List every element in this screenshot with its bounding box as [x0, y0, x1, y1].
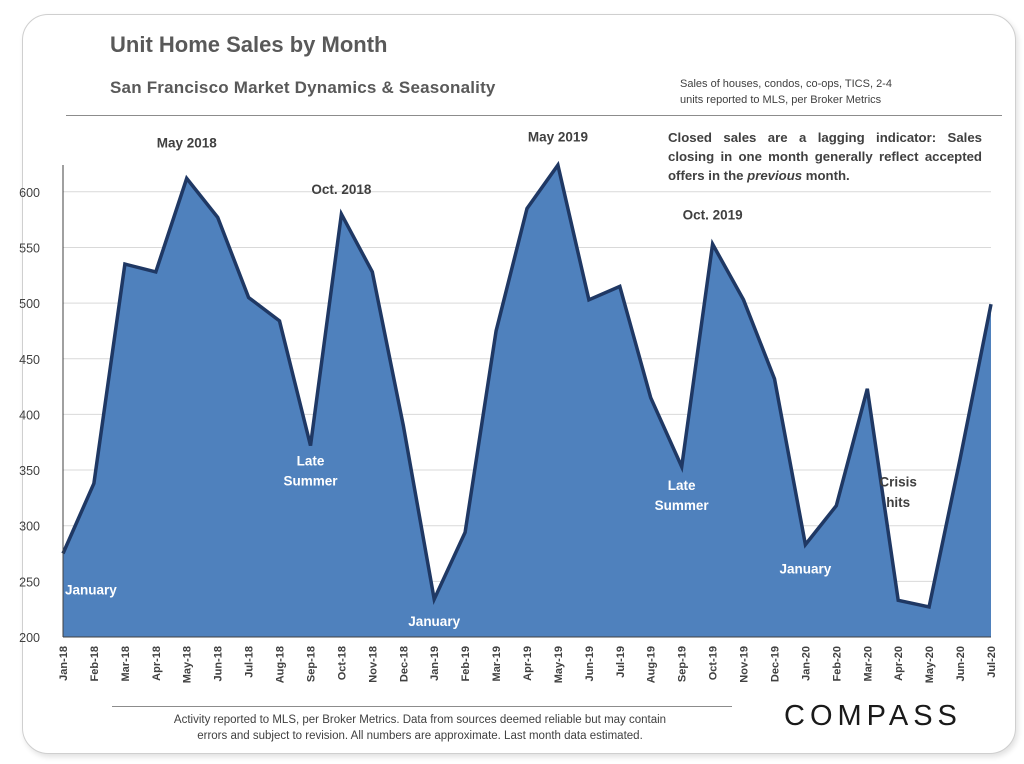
- y-tick-label-200: 200: [19, 631, 40, 645]
- x-tick-label-Sep-19: Sep-19: [677, 646, 689, 682]
- annotation-4: Summer: [283, 474, 338, 489]
- footer-divider: [112, 706, 732, 707]
- x-tick-label-Jan-18: Jan-18: [58, 646, 70, 681]
- x-tick-label-Jun-20: Jun-20: [955, 646, 967, 681]
- annotation-0: January: [65, 583, 117, 598]
- x-tick-label-Jan-20: Jan-20: [800, 646, 812, 681]
- annotation-5: January: [408, 614, 460, 629]
- x-tick-label-Jul-18: Jul-18: [244, 646, 256, 678]
- x-tick-label-Jun-19: Jun-19: [584, 646, 596, 681]
- chart-title: Unit Home Sales by Month: [110, 32, 388, 57]
- annotation-1: May 2018: [157, 135, 218, 150]
- annotation-3: Late: [297, 454, 325, 469]
- x-tick-label-Apr-20: Apr-20: [893, 646, 905, 681]
- annotation-8: Late: [668, 478, 696, 493]
- x-tick-label-Nov-19: Nov-19: [739, 646, 751, 683]
- source-note-line-2: units reported to MLS, per Broker Metric…: [680, 94, 882, 106]
- sales-line: [61, 160, 993, 609]
- x-tick-label-Jul-20: Jul-20: [986, 646, 998, 678]
- y-tick-label-400: 400: [19, 408, 40, 422]
- x-tick-label-Mar-18: Mar-18: [120, 646, 132, 681]
- compass-logo: COMPASS: [784, 700, 962, 732]
- x-tick-label-Jun-18: Jun-18: [213, 646, 225, 681]
- header-divider: [66, 115, 1002, 116]
- annotation-11: Crisis: [879, 475, 917, 490]
- x-tick-label-Mar-19: Mar-19: [491, 646, 503, 681]
- y-tick-label-300: 300: [19, 520, 40, 534]
- x-tick-label-Jul-19: Jul-19: [615, 646, 627, 678]
- annotation-10: January: [780, 562, 832, 577]
- annotation-12: hits: [886, 495, 910, 510]
- x-tick-label-May-19: May-19: [553, 646, 565, 683]
- callout-text-2: month.: [802, 168, 850, 183]
- annotation-2: Oct. 2018: [311, 182, 372, 197]
- x-tick-label-Feb-19: Feb-19: [460, 646, 472, 681]
- lagging-indicator-callout: Closed sales are a lagging indicator: Sa…: [666, 128, 984, 185]
- x-tick-label-Sep-18: Sep-18: [305, 646, 317, 682]
- x-tick-label-Aug-19: Aug-19: [646, 646, 658, 683]
- x-tick-label-Feb-20: Feb-20: [831, 646, 843, 681]
- axes: 200 250 300 350 400 450 500 550 600 Jan-18 Feb-18 M…: [19, 165, 998, 683]
- footer-line-2: errors and subject to revision. All numb…: [197, 730, 643, 742]
- callout-text-1: Closed sales are a lagging indicator: Sa…: [668, 130, 982, 183]
- x-tick-label-Feb-18: Feb-18: [89, 646, 101, 681]
- x-tick-label-Dec-19: Dec-19: [769, 646, 781, 682]
- x-tick-label-Aug-18: Aug-18: [275, 646, 287, 683]
- y-tick-label-450: 450: [19, 353, 40, 367]
- source-note: Sales of houses, condos, co-ops, TICS, 2…: [680, 76, 950, 108]
- y-tick-label-600: 600: [19, 186, 40, 200]
- annotation-7: Oct. 2019: [683, 208, 743, 223]
- annotation-9: Summer: [655, 498, 710, 513]
- x-tick-label-Dec-18: Dec-18: [398, 646, 410, 682]
- x-tick-label-May-20: May-20: [924, 646, 936, 683]
- x-tick-label-Jan-19: Jan-19: [429, 646, 441, 681]
- y-tick-label-550: 550: [19, 241, 40, 255]
- source-note-line-1: Sales of houses, condos, co-ops, TICS, 2…: [680, 78, 892, 90]
- sales-area: [63, 165, 991, 637]
- callout-emphasis: previous: [747, 168, 803, 183]
- footer-line-1: Activity reported to MLS, per Broker Met…: [173, 714, 667, 726]
- x-tick-label-Oct-19: Oct-19: [708, 646, 720, 680]
- annotations: January May 2018 Oct. 2018 Late Summer Januar…: [65, 130, 917, 629]
- x-tick-label-Nov-18: Nov-18: [367, 646, 379, 683]
- y-tick-label-350: 350: [19, 464, 40, 478]
- x-tick-label-Apr-18: Apr-18: [151, 646, 163, 681]
- x-tick-label-Oct-18: Oct-18: [336, 646, 348, 680]
- chart-subtitle: San Francisco Market Dynamics & Seasonal…: [110, 78, 496, 97]
- x-tick-label-Mar-20: Mar-20: [862, 646, 874, 681]
- annotation-6: May 2019: [528, 130, 588, 145]
- y-tick-label-250: 250: [19, 575, 40, 589]
- footer-disclaimer: Activity reported to MLS, per Broker Met…: [120, 712, 720, 744]
- y-tick-label-500: 500: [19, 297, 40, 311]
- x-tick-label-Apr-19: Apr-19: [522, 646, 534, 681]
- x-tick-label-May-18: May-18: [182, 646, 194, 683]
